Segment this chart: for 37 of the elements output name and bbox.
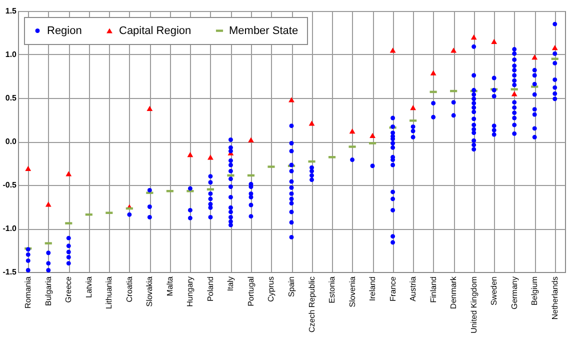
y-tick-label: -0.5: [2, 180, 18, 190]
x-tick-label: Czech Republic: [307, 276, 316, 333]
x-tick-label: Belgium: [530, 276, 540, 306]
x-tick-label: Greece: [64, 276, 74, 303]
x-tick-label: Spain: [287, 276, 296, 297]
x-tick-label: Romania: [24, 276, 33, 309]
x-tick-label: Lithuania: [104, 276, 114, 309]
x-tick-label: Ireland: [368, 276, 378, 301]
legend-label: Member State: [229, 24, 298, 37]
x-tick-label: Italy: [226, 276, 236, 292]
x-tick-label: Portugal: [246, 276, 256, 306]
x-tick-label: Malta: [165, 276, 174, 296]
x-tick-label: Cyprus: [266, 276, 276, 302]
x-tick-label: Slovenia: [348, 276, 357, 308]
x-tick-label: Germany: [510, 276, 519, 310]
x-tick-label: Netherlands: [550, 276, 560, 320]
x-tick-label: Hungary: [186, 276, 195, 307]
x-tick-label: Sweden: [490, 276, 499, 306]
x-tick-label: Croatia: [124, 276, 134, 302]
x-tick-label: Finland: [428, 276, 438, 303]
y-tick-label: -1.5: [2, 268, 18, 276]
x-tick-label: Bulgaria: [44, 276, 53, 306]
x-tick-label: Estonia: [328, 276, 337, 304]
x-tick-label: United Kingdom: [469, 276, 478, 334]
legend-label: Region: [47, 24, 82, 37]
x-tick-label: Slovakia: [145, 276, 154, 307]
legend-label: Capital Region: [119, 24, 192, 37]
x-tick-label: Denmark: [449, 276, 458, 309]
x-tick-label: France: [388, 276, 398, 302]
x-tick-label: Austria: [408, 276, 418, 302]
x-tick-label: Latvia: [84, 276, 94, 298]
y-tick-label: 1.5: [5, 6, 18, 16]
y-tick-label: 0.5: [5, 94, 18, 102]
y-tick-label: -1.0: [2, 224, 18, 233]
y-tick-label: 1.0: [5, 50, 18, 59]
y-tick-label: 0.0: [5, 137, 18, 146]
x-tick-label: Poland: [206, 276, 215, 302]
